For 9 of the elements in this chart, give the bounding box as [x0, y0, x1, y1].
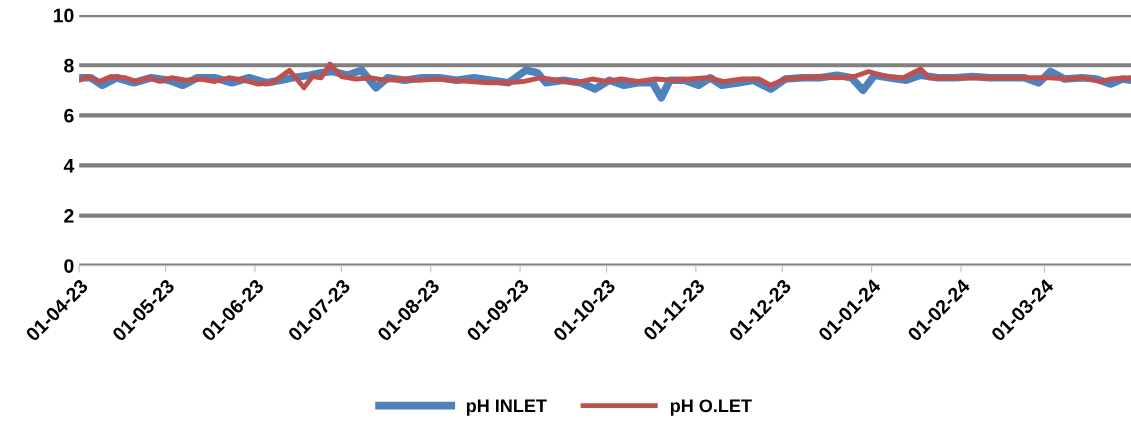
legend-label: pH INLET — [466, 399, 547, 416]
y-tick-label: 0 — [64, 259, 74, 273]
y-tick-label: 2 — [64, 209, 74, 223]
y-tick-label: 6 — [64, 108, 74, 123]
legend-label: pH O.LET — [670, 399, 752, 416]
y-tick-label: 8 — [64, 58, 74, 73]
y-tick-label: 4 — [63, 159, 75, 173]
y-tick-label: 10 — [53, 8, 74, 23]
line-series — [79, 61, 1131, 91]
